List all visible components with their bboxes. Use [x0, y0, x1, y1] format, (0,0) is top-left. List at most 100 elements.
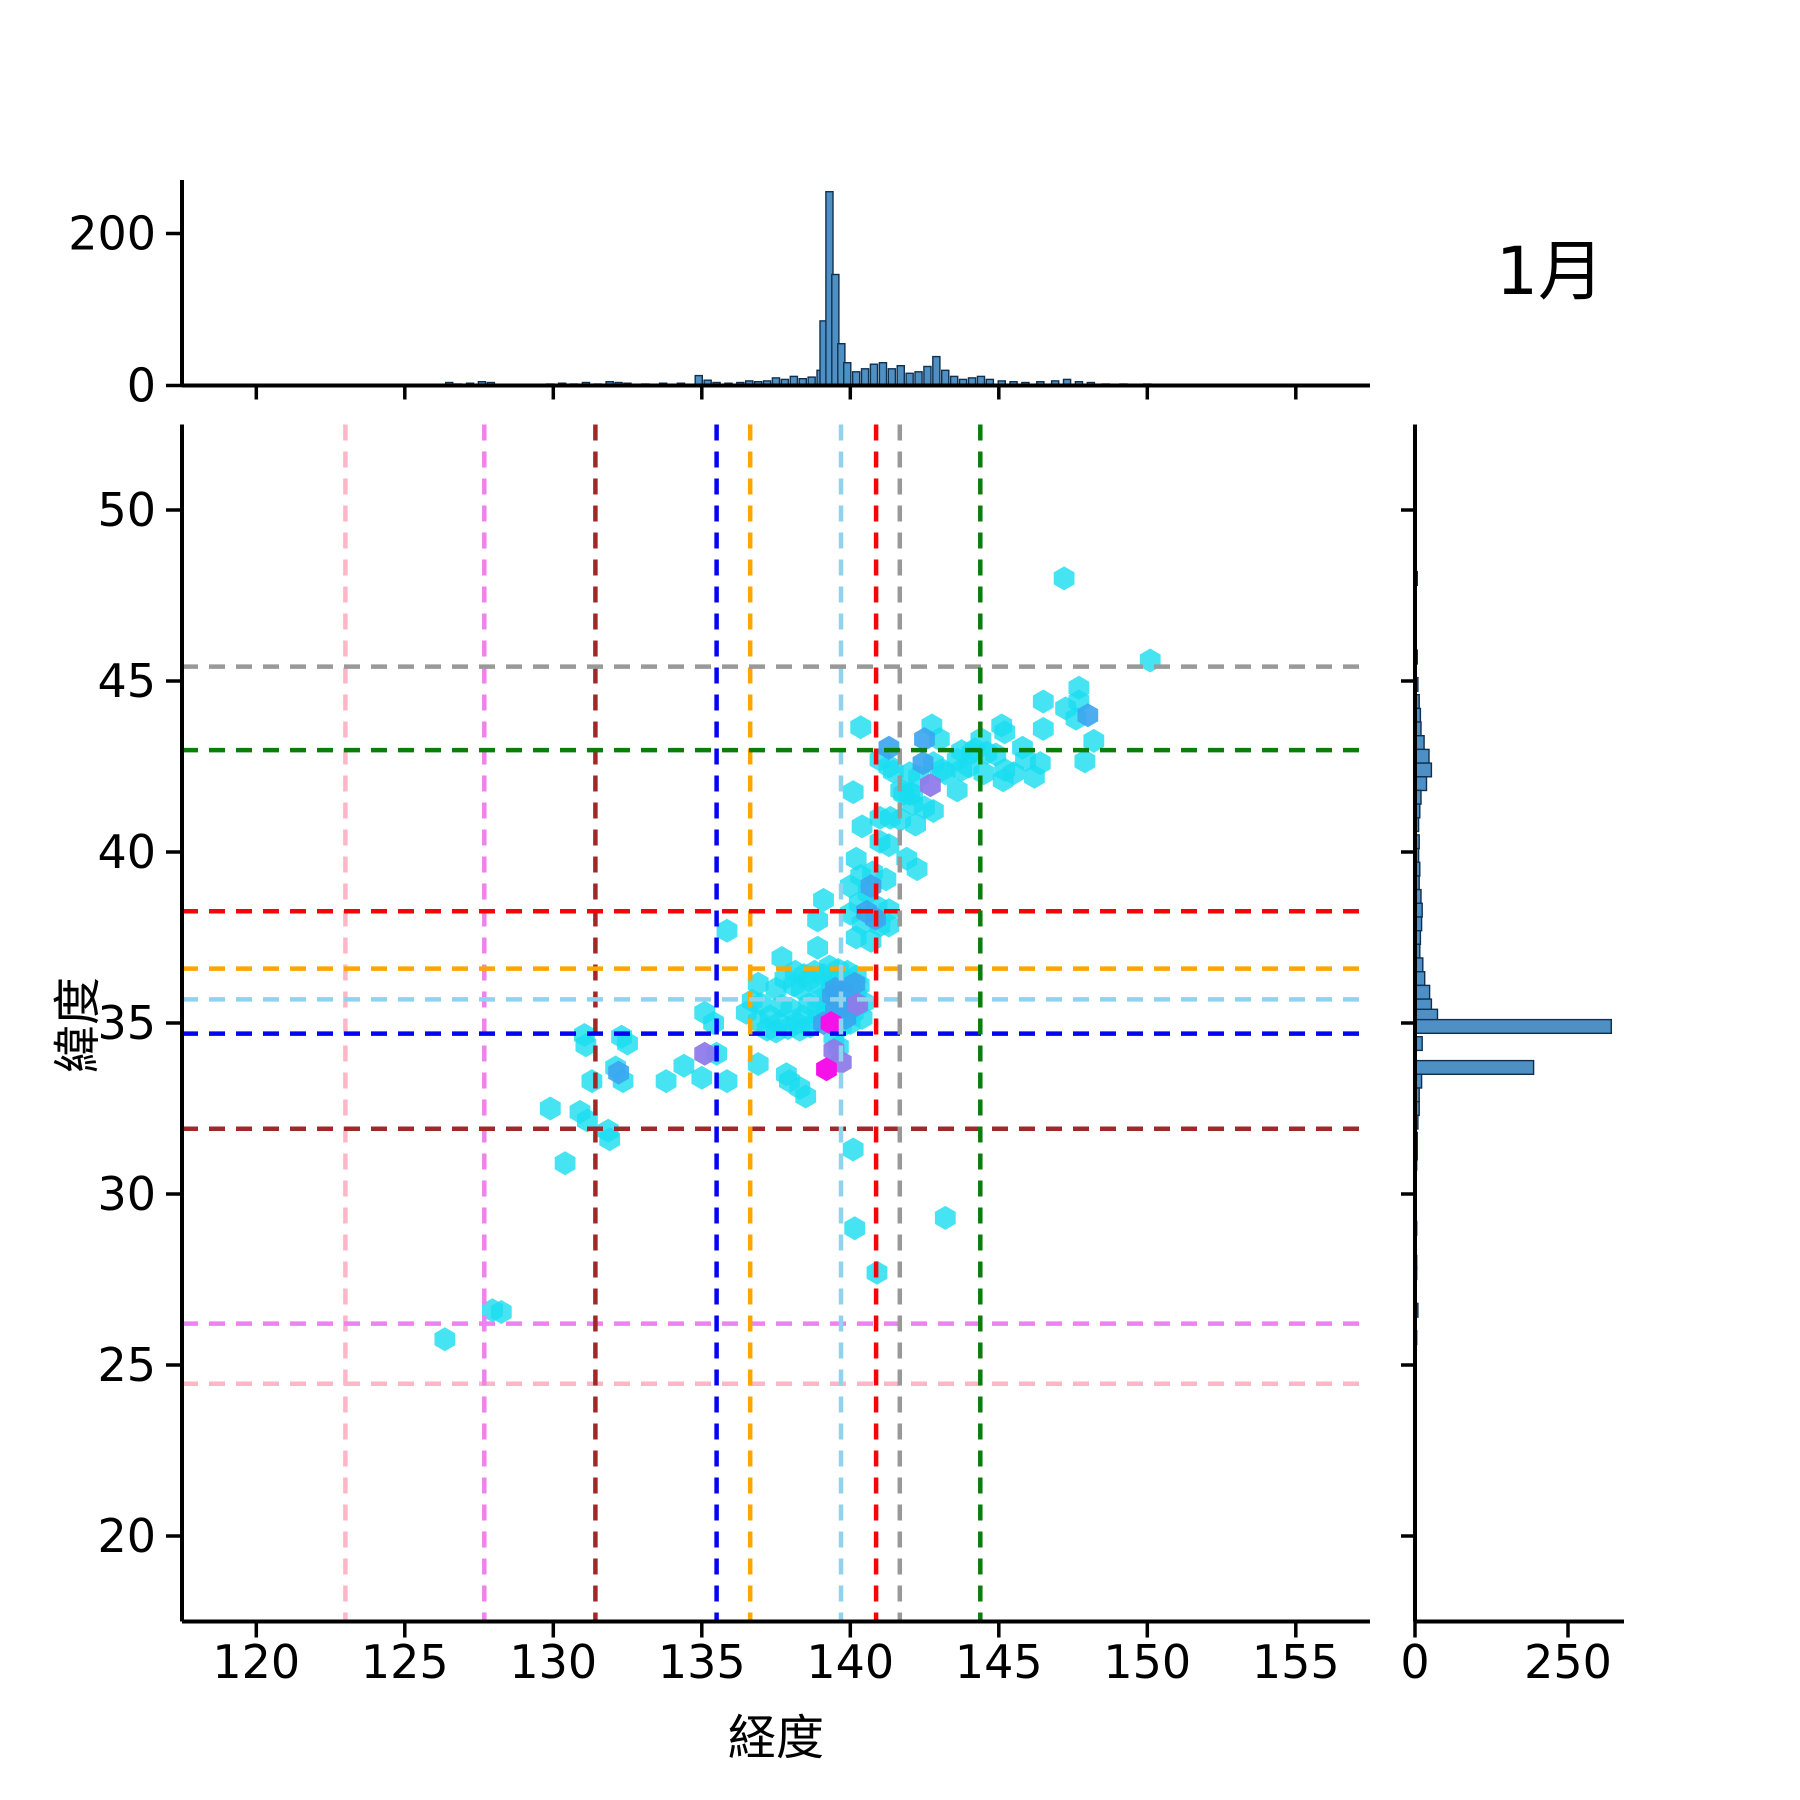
scatter-hexagon — [851, 814, 873, 839]
scatter-hexagon — [1083, 728, 1105, 753]
scatter-hexagon — [842, 1137, 864, 1162]
scatter-hexagon — [845, 846, 867, 871]
y-tick-label: 30 — [97, 1167, 156, 1221]
scatter-hexagon — [1074, 749, 1096, 774]
top-hist-bar — [887, 368, 897, 387]
points-magenta — [816, 1011, 842, 1082]
scatter-hexagon — [747, 971, 769, 996]
scatter-hexagon — [844, 971, 866, 996]
top-hist-bar — [878, 362, 888, 387]
right-hist-bar — [1414, 762, 1433, 778]
scatter-hexagon — [1032, 716, 1054, 741]
scatter-hexagon — [554, 1151, 576, 1176]
right-hist-bar — [1414, 1059, 1535, 1075]
scatter-hexagon — [820, 1011, 842, 1035]
scatter-hexagon — [1077, 703, 1099, 728]
scatter-hexagon — [716, 918, 738, 943]
top-histogram — [445, 190, 1152, 387]
scatter-hexagon — [923, 799, 944, 823]
scatter-hexagon — [816, 1057, 837, 1082]
scatter-hexagon — [842, 780, 864, 805]
scatter-hexagon — [716, 1069, 738, 1094]
scatter-hexagon — [694, 1041, 716, 1066]
y-axis-label: 緯度 — [50, 977, 106, 1074]
x-tick-label: 145 — [955, 1635, 1043, 1689]
axes-spines — [180, 180, 1624, 1624]
y-tick-label: 45 — [97, 654, 156, 708]
scatter-hexagon — [906, 857, 928, 882]
city-reference-lines — [182, 424, 1370, 1622]
scatter-hexagon — [807, 908, 828, 933]
scatter-hexagon — [771, 946, 793, 970]
scatter-hexagon — [655, 1069, 677, 1094]
top-hist-bar — [941, 369, 950, 387]
scatter-hexagon — [850, 715, 871, 740]
scatter-hexagon — [691, 1065, 713, 1090]
x-tick-label: 120 — [212, 1635, 300, 1689]
scatter-hexagon — [994, 720, 1016, 745]
top-hist-bar — [923, 365, 932, 387]
scatter-hexagon — [899, 781, 920, 806]
top-hist-bar — [851, 371, 861, 387]
scatter-hexagon — [934, 1205, 956, 1230]
scatter-hexagon — [673, 1053, 695, 1078]
scatter-hexagon — [539, 1096, 561, 1121]
top-hist-count-label: 200 — [68, 207, 156, 261]
y-tick-label: 50 — [97, 483, 156, 537]
chart-title: 1月 — [1496, 233, 1604, 310]
scatter-hexagon — [807, 935, 828, 960]
scatter-hexagon — [844, 1216, 866, 1241]
scatter-hexagon — [1053, 566, 1075, 591]
x-tick-label: 135 — [658, 1635, 746, 1689]
x-tick-label: 125 — [361, 1635, 449, 1689]
scatter-hexagon — [878, 833, 900, 858]
right-hist-bar — [1414, 776, 1428, 792]
axes-ticks: 120 125 130 135 140 145 150 155 20 25 30 35 40 45 50 0 2… — [68, 207, 1612, 1690]
scatter-hexagon — [912, 751, 934, 776]
top-hist-bar — [869, 363, 879, 387]
x-axis-label: 経度 — [727, 1710, 824, 1766]
top-hist-bar — [860, 368, 870, 387]
top-hist-bar — [843, 362, 852, 387]
scatter-hexagon — [434, 1327, 456, 1352]
scatter-hexagon — [617, 1031, 638, 1056]
scatter-hexagon — [1139, 648, 1161, 673]
x-tick-label: 130 — [509, 1635, 597, 1689]
right-hist-bar — [1414, 1018, 1613, 1034]
scatter-hexagon — [581, 1069, 603, 1094]
scatter-hexagon — [795, 1084, 817, 1109]
scatter-hexagon — [1032, 689, 1054, 714]
top-hist-bar — [896, 365, 906, 387]
right-hist-bar — [1414, 984, 1431, 1000]
scatter-hexagon — [747, 1052, 769, 1076]
top-hist-bar — [914, 371, 923, 387]
x-tick-label: 150 — [1103, 1635, 1191, 1689]
scatter-hexagon — [992, 768, 1014, 793]
y-tick-label: 35 — [97, 996, 156, 1050]
scatter-hexagon — [878, 735, 900, 760]
right-hist-count-label: 250 — [1524, 1635, 1612, 1689]
top-hist-bar — [932, 355, 941, 387]
scatter-hexagon — [490, 1300, 512, 1324]
right-hist-bar — [1414, 748, 1430, 764]
scatter-hexagon — [608, 1060, 629, 1085]
top-hist-count-label: 0 — [127, 359, 156, 413]
y-tick-label: 40 — [97, 825, 156, 879]
right-histogram — [1414, 570, 1613, 1346]
scatter-hexagon — [920, 773, 941, 798]
right-hist-count-label: 0 — [1400, 1635, 1429, 1689]
x-tick-label: 155 — [1252, 1635, 1340, 1689]
scatter-hexagon — [1024, 764, 1045, 789]
scatter-hexagon — [905, 812, 926, 837]
scatter-hexagon — [946, 778, 968, 803]
scatter-hexagon — [599, 1127, 621, 1152]
y-tick-label: 25 — [97, 1338, 156, 1392]
x-tick-label: 140 — [806, 1635, 894, 1689]
scatter-hexagon — [914, 727, 935, 752]
scatter-hexagon — [575, 1033, 597, 1058]
y-tick-label: 20 — [97, 1509, 156, 1563]
scatter-hexagon — [813, 887, 834, 912]
points-cyan — [434, 566, 1161, 1352]
